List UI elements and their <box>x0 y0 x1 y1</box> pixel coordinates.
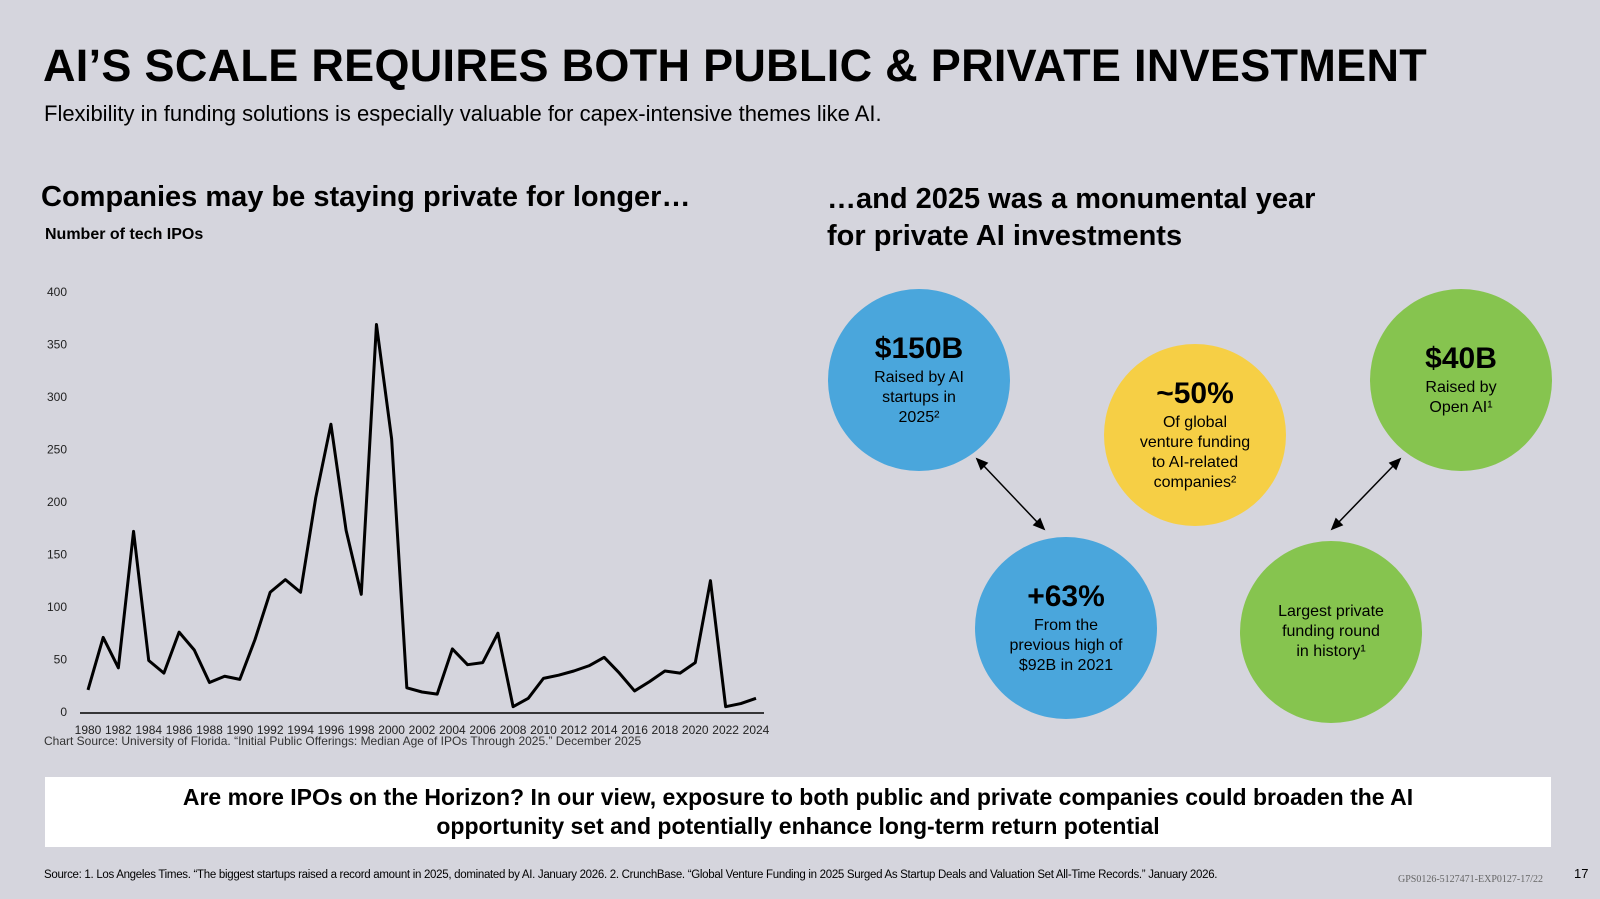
highlight-text: 2025² <box>898 409 940 426</box>
highlight-text: Largest private <box>1278 603 1384 620</box>
x-tick-label: 2006 <box>469 723 496 737</box>
x-tick-label: 1980 <box>75 723 102 737</box>
y-tick-label: 200 <box>47 495 67 509</box>
highlight-bubble: Largest private funding round in history¹ <box>1240 541 1422 723</box>
x-tick-label: 1982 <box>105 723 132 737</box>
x-tick-label: 2008 <box>500 723 527 737</box>
title: AI’S SCALE REQUIRES BOTH PUBLIC & PRIVAT… <box>43 40 1428 91</box>
highlight-text: Raised by <box>1425 379 1497 396</box>
highlight-text: companies² <box>1153 474 1237 491</box>
callout-line: opportunity set and potentially enhance … <box>436 813 1160 839</box>
x-tick-label: 2004 <box>439 723 466 737</box>
x-tick-label: 1990 <box>226 723 253 737</box>
x-tick-label: 2022 <box>712 723 739 737</box>
y-tick-label: 300 <box>47 390 67 404</box>
chart-source: Chart Source: University of Florida. “In… <box>44 734 642 748</box>
highlight-text: previous high of <box>1009 637 1123 654</box>
x-tick-label: 1994 <box>287 723 314 737</box>
highlight-text: to AI-related <box>1151 454 1239 471</box>
highlight-bubble: +63% From the previous high of $92B in 2021 <box>975 537 1157 719</box>
y-tick-label: 150 <box>47 548 67 562</box>
y-tick-label: 350 <box>47 338 67 352</box>
highlight-stat: $150B <box>874 332 964 365</box>
x-tick-label: 1984 <box>135 723 162 737</box>
chart-title: Companies may be staying private for lon… <box>41 181 691 213</box>
x-tick-label: 1992 <box>257 723 284 737</box>
highlight-stat: $40B <box>1425 342 1497 375</box>
highlight-stat: ~50% <box>1156 377 1234 410</box>
y-tick-label: 100 <box>47 600 67 614</box>
subtitle: Flexibility in funding solutions is espe… <box>44 101 882 126</box>
highlight-stat: +63% <box>1027 580 1105 613</box>
highlight-text: Of global <box>1162 414 1228 431</box>
x-tick-label: 1988 <box>196 723 223 737</box>
y-tick-label: 250 <box>47 443 67 457</box>
highlight-text: Open AI¹ <box>1429 399 1493 416</box>
panel-title-line: for private AI investments <box>827 220 1183 252</box>
panel-title-line: …and 2025 was a monumental year <box>827 183 1316 215</box>
x-tick-label: 1986 <box>166 723 193 737</box>
x-tick-label: 2014 <box>591 723 618 737</box>
y-tick-label: 0 <box>60 705 67 719</box>
panel-title: …and 2025 was a monumental year for priv… <box>827 181 1315 255</box>
highlight-text: startups in <box>882 389 956 406</box>
highlight-text: in history¹ <box>1296 643 1366 660</box>
highlight-text: funding round <box>1282 623 1380 640</box>
highlight-text: Raised by AI <box>874 369 964 386</box>
y-axis-label: Number of tech IPOs <box>45 226 204 243</box>
x-tick-label: 2018 <box>652 723 679 737</box>
highlight-bubble: $40B Raised by Open AI¹ <box>1370 289 1552 471</box>
x-tick-label: 2002 <box>409 723 436 737</box>
x-tick-label: 2000 <box>378 723 405 737</box>
arrows <box>975 457 1402 531</box>
page-number: 17 <box>1574 866 1589 881</box>
y-tick-label: 400 <box>47 285 67 299</box>
highlight-text: $92B in 2021 <box>1018 657 1114 674</box>
callout: Are more IPOs on the Horizon? In our vie… <box>45 777 1551 847</box>
x-tick-label: 2012 <box>560 723 587 737</box>
callout-line: Are more IPOs on the Horizon? In our vie… <box>182 784 1414 810</box>
x-tick-label: 2010 <box>530 723 557 737</box>
highlight-text: venture funding <box>1139 434 1251 451</box>
highlight-text: From the <box>1033 617 1098 634</box>
footer-source: Source: 1. Los Angeles Times. “The bigge… <box>44 869 1218 881</box>
footer-code: GPS0126-5127471-EXP0127-17/22 <box>1398 874 1544 885</box>
highlight-bubble: $150B Raised by AI startups in 2025² <box>828 289 1010 471</box>
highlight-bubble: ~50% Of global venture funding to AI-relate… <box>1104 344 1286 526</box>
y-tick-label: 50 <box>54 653 68 667</box>
x-tick-label: 2020 <box>682 723 709 737</box>
line <box>86 323 757 709</box>
x-tick-label: 2016 <box>621 723 648 737</box>
x-tick-label: 1998 <box>348 723 375 737</box>
x-tick-label: 2024 <box>743 723 770 737</box>
x-tick-label: 1996 <box>318 723 345 737</box>
